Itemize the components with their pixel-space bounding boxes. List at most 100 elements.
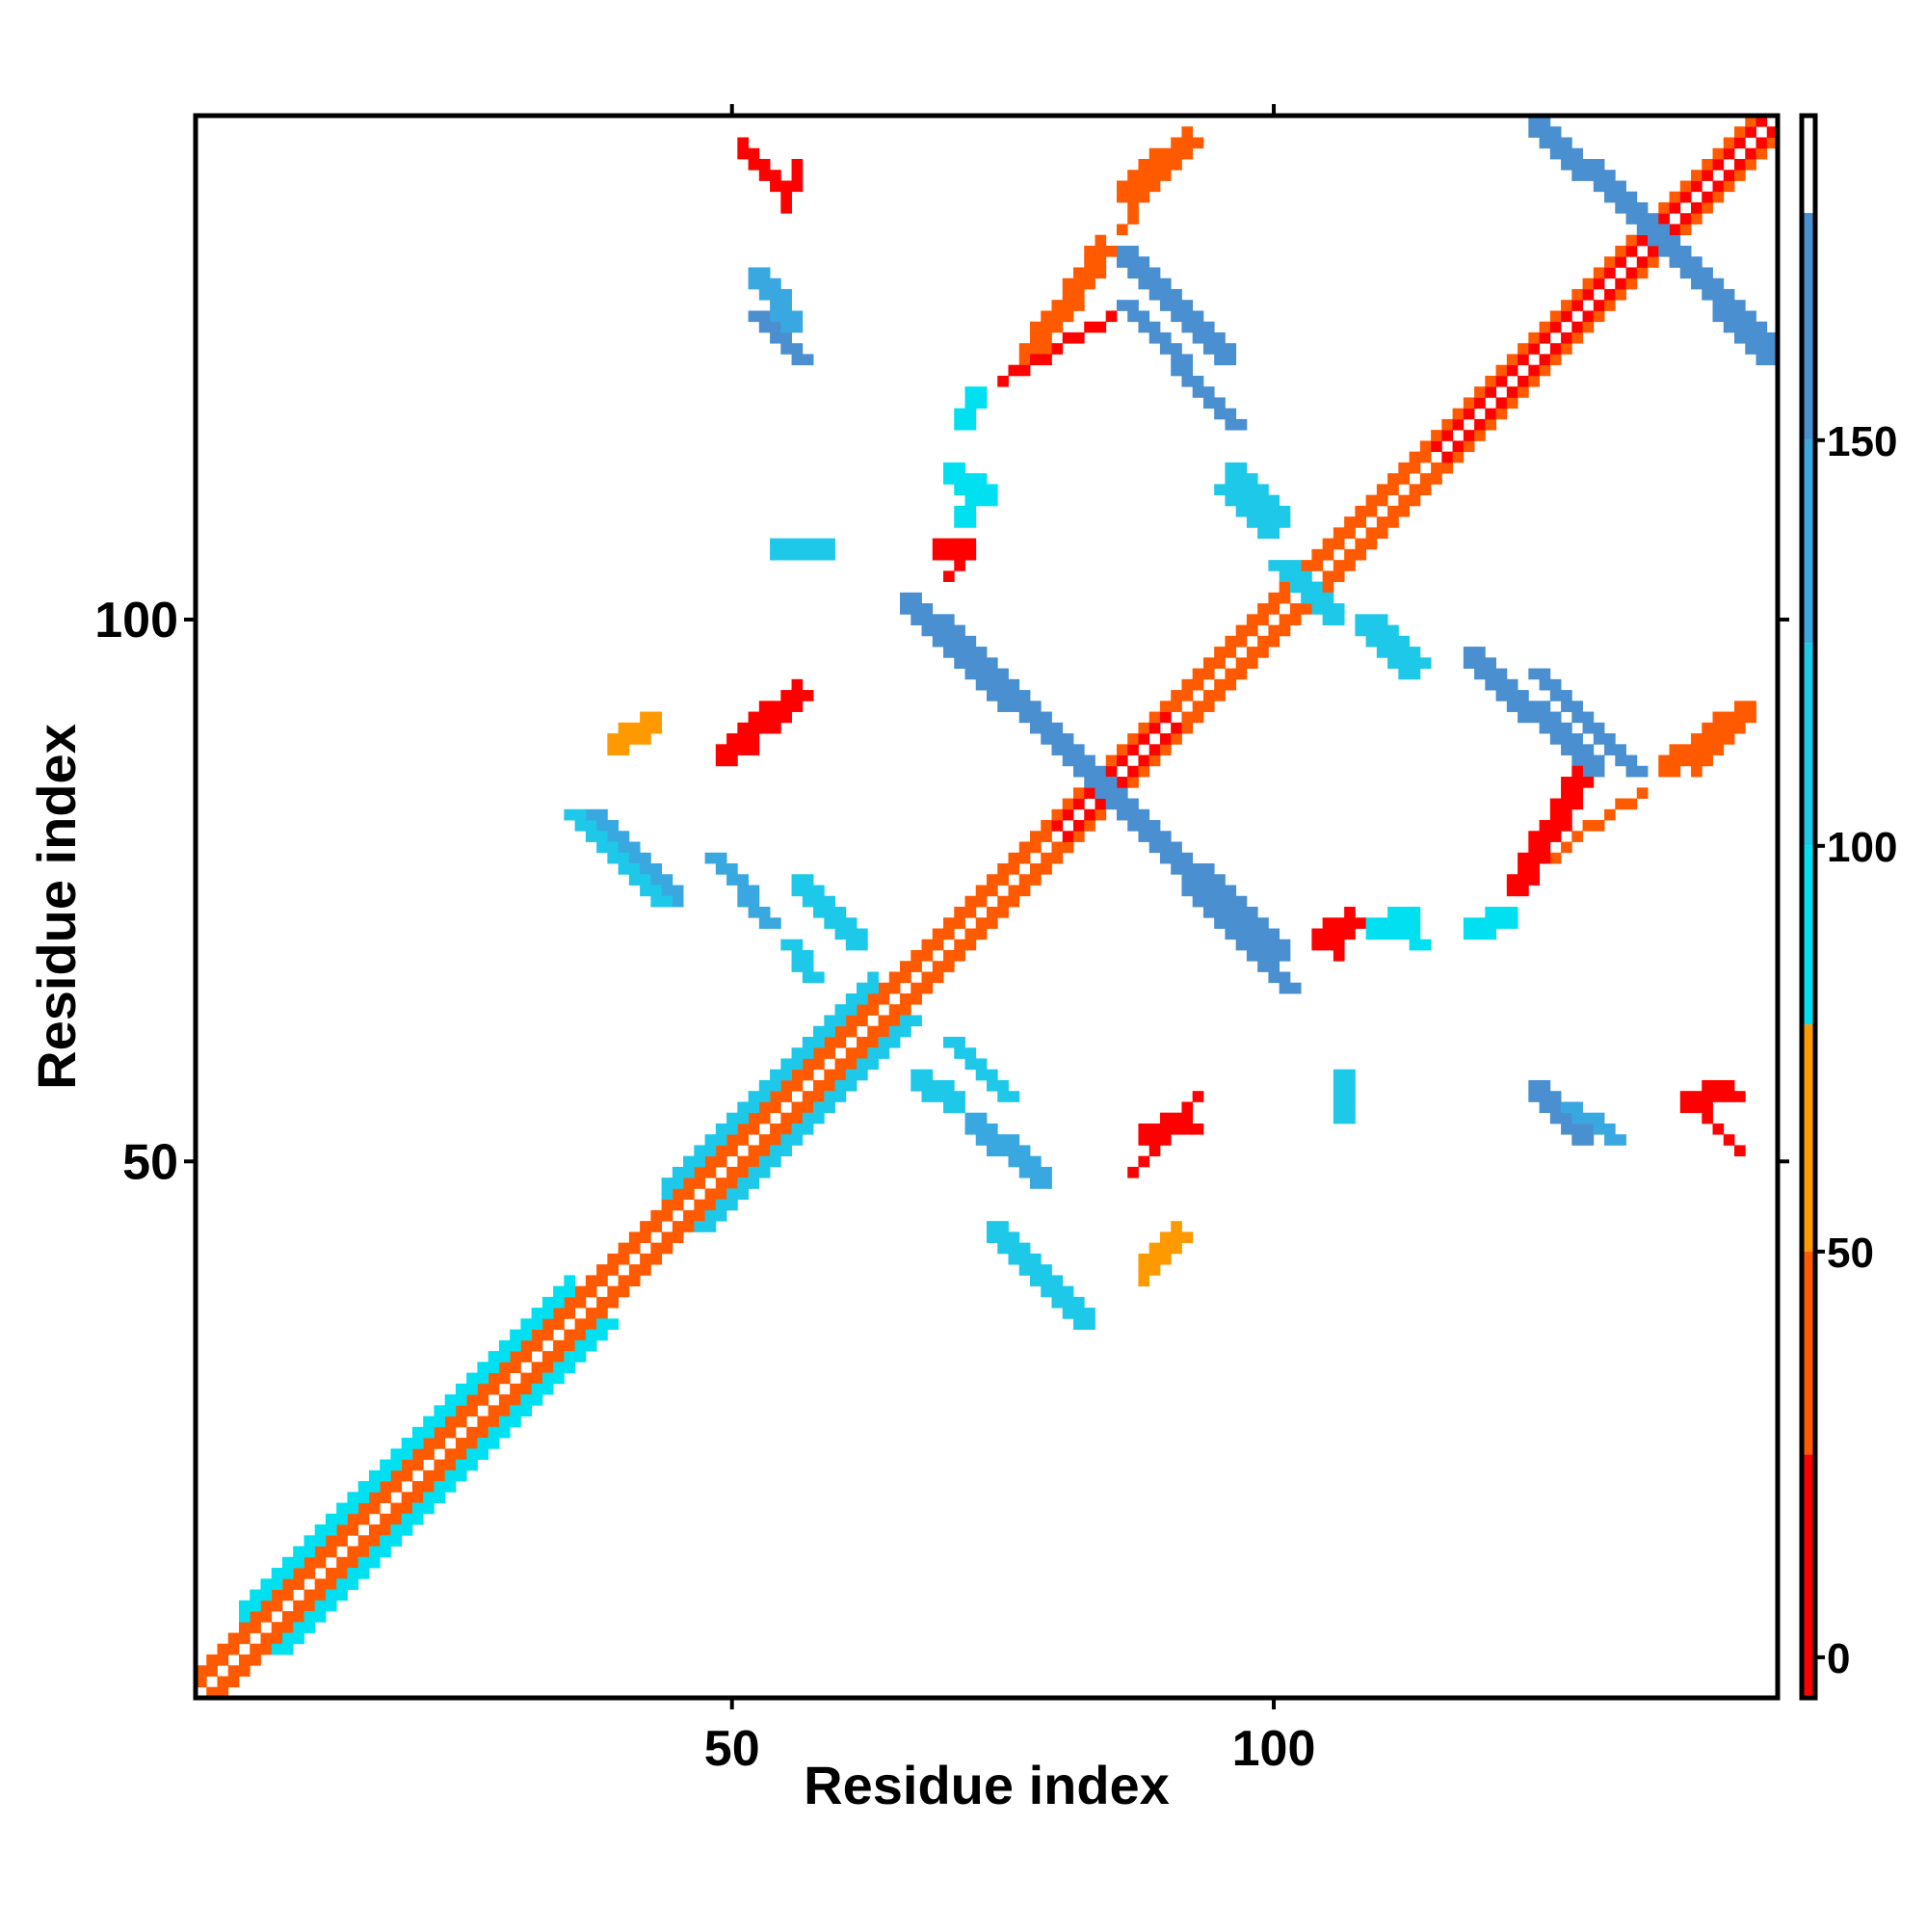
heatmap-cell	[780, 690, 792, 701]
heatmap-cell	[1485, 657, 1496, 669]
heatmap-cell	[964, 548, 977, 561]
heatmap-cell	[997, 678, 1009, 691]
heatmap-cell	[900, 992, 911, 1005]
heatmap-cell	[1398, 657, 1411, 669]
heatmap-cell	[1355, 505, 1367, 517]
heatmap-cell	[585, 1308, 597, 1319]
heatmap-cell	[1148, 820, 1161, 832]
heatmap-cell	[1333, 1091, 1345, 1102]
heatmap-cell	[1116, 191, 1128, 203]
heatmap-cell	[1041, 852, 1052, 864]
heatmap-cell	[1571, 1101, 1583, 1114]
heatmap-cell	[845, 1069, 858, 1081]
heatmap-cell	[1181, 354, 1194, 366]
heatmap-cell	[585, 831, 597, 842]
heatmap-cell	[1041, 1166, 1052, 1178]
heatmap-cell	[293, 1622, 304, 1633]
heatmap-cell	[704, 1134, 717, 1146]
heatmap-cell	[867, 971, 879, 984]
heatmap-cell	[1528, 1091, 1540, 1102]
heatmap-cell	[1463, 397, 1475, 410]
heatmap-cell	[1181, 722, 1194, 734]
heatmap-cell	[900, 971, 911, 984]
heatmap-cell	[1549, 808, 1562, 821]
heatmap-cell	[1279, 971, 1291, 984]
heatmap-cell	[748, 711, 760, 724]
heatmap-cell	[455, 1438, 467, 1449]
heatmap-cell	[1593, 158, 1605, 171]
heatmap-cell	[911, 1069, 922, 1081]
heatmap-cell	[1072, 278, 1085, 290]
heatmap-cell	[1181, 863, 1194, 875]
heatmap-cell	[1452, 440, 1465, 453]
heatmap-cell	[1181, 364, 1194, 377]
heatmap-cell	[1658, 234, 1670, 247]
heatmap-cell	[1518, 343, 1529, 355]
heatmap-cell	[1181, 300, 1194, 311]
heatmap-cell	[1127, 245, 1139, 257]
heatmap-cell	[1235, 657, 1248, 669]
heatmap-cell	[1702, 754, 1713, 767]
heatmap-cell	[347, 1568, 359, 1579]
heatmap-cell	[758, 1079, 771, 1092]
heatmap-cell	[911, 961, 922, 972]
heatmap-cell	[1214, 484, 1226, 496]
heatmap-cell	[1192, 321, 1204, 333]
heatmap-cell	[834, 1079, 847, 1092]
heatmap-cell	[357, 1535, 370, 1547]
heatmap-cell	[1235, 668, 1248, 680]
heatmap-cell	[997, 863, 1009, 875]
heatmap-cell	[628, 1264, 641, 1276]
heatmap-cell	[845, 1015, 858, 1027]
heatmap-cell	[434, 1492, 446, 1503]
heatmap-cell	[271, 1578, 283, 1590]
heatmap-cell	[650, 895, 663, 908]
heatmap-cell	[921, 949, 934, 962]
heatmap-cell	[943, 570, 955, 583]
heatmap-cell	[1669, 201, 1681, 214]
heatmap-cell	[704, 1155, 717, 1168]
heatmap-cell	[1518, 711, 1529, 724]
colorbar-band	[1802, 1454, 1815, 1698]
heatmap-cell	[802, 895, 814, 908]
heatmap-cell	[964, 895, 977, 908]
heatmap-cell	[975, 917, 988, 929]
heatmap-cell	[975, 1058, 988, 1071]
heatmap-cell	[1289, 581, 1302, 594]
heatmap-cell	[1582, 1134, 1595, 1146]
heatmap-cell	[1755, 116, 1768, 127]
heatmap-cell	[1474, 928, 1486, 940]
heatmap-cell	[1615, 201, 1626, 214]
heatmap-cell	[250, 1611, 261, 1623]
heatmap-cell	[1018, 1253, 1031, 1265]
heatmap-cell	[1571, 331, 1583, 344]
heatmap-cell	[824, 1101, 835, 1114]
heatmap-cell	[498, 1339, 511, 1352]
heatmap-cell	[1485, 408, 1496, 420]
heatmap-cell	[1571, 765, 1583, 778]
heatmap-cell	[640, 1231, 651, 1244]
heatmap-cell	[1138, 765, 1150, 778]
heatmap-cell	[834, 1091, 847, 1102]
heatmap-cell	[1116, 256, 1128, 268]
heatmap-cell	[1582, 765, 1595, 778]
heatmap-cell	[748, 267, 760, 279]
heatmap-cell	[1593, 170, 1605, 181]
heatmap-cell	[336, 1502, 348, 1515]
heatmap-cell	[1072, 1296, 1085, 1309]
heatmap-cell	[1072, 820, 1085, 832]
heatmap-cell	[964, 668, 977, 680]
heatmap-cell	[1365, 928, 1378, 940]
heatmap-cell	[1441, 462, 1454, 474]
heatmap-cell	[1669, 245, 1681, 257]
heatmap-cell	[1528, 668, 1540, 680]
heatmap-cell	[813, 538, 825, 550]
heatmap-cell	[1604, 267, 1616, 279]
heatmap-cell	[325, 1589, 337, 1601]
heatmap-cell	[1159, 852, 1172, 864]
heatmap-cell	[1593, 310, 1605, 323]
heatmap-cell	[1171, 300, 1182, 311]
heatmap-cell	[423, 1481, 435, 1493]
heatmap-cell	[1549, 733, 1562, 745]
heatmap-cell	[1561, 808, 1572, 821]
